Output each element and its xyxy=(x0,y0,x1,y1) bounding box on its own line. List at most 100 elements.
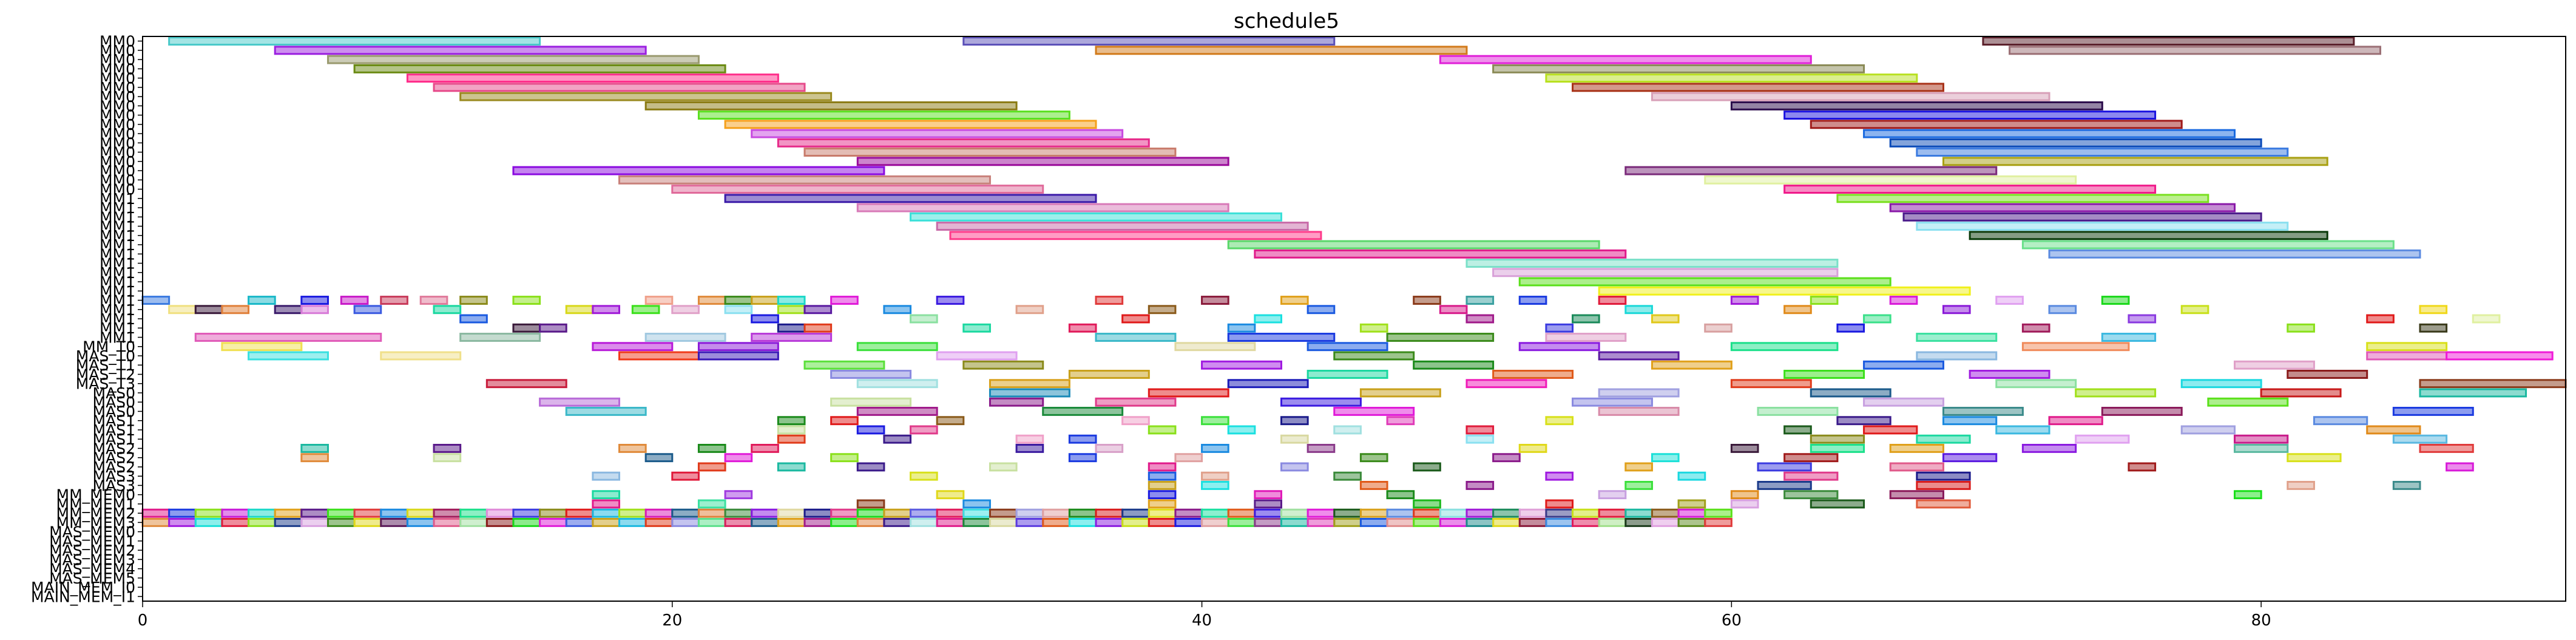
task-bar xyxy=(2180,425,2236,435)
task-bar xyxy=(1730,296,1759,305)
task-bar xyxy=(1068,508,1097,518)
task-bar xyxy=(512,517,541,527)
task-bar xyxy=(724,296,753,305)
task-bar xyxy=(1982,36,2355,46)
task-bar xyxy=(565,508,594,518)
task-bar xyxy=(433,83,806,92)
task-bar xyxy=(777,517,806,527)
task-bar xyxy=(1863,360,1944,370)
plot-frame xyxy=(142,36,2566,602)
task-bar xyxy=(962,508,991,518)
task-bar xyxy=(2313,416,2368,426)
task-bar xyxy=(1280,416,1309,426)
task-bar xyxy=(1545,323,1574,333)
row-label: MM0 xyxy=(100,42,135,60)
task-bar xyxy=(1624,305,1653,315)
task-bar xyxy=(1280,508,1309,518)
task-bar xyxy=(2366,314,2395,324)
task-bar xyxy=(936,517,965,527)
row-label: MM0 xyxy=(100,181,135,199)
task-bar xyxy=(1810,296,1839,305)
task-bar xyxy=(274,517,303,527)
task-bar xyxy=(1280,397,1362,407)
task-bar xyxy=(1465,314,1495,324)
task-bar xyxy=(168,508,197,518)
task-bar xyxy=(1227,333,1336,342)
task-bar xyxy=(1518,443,1547,453)
task-bar xyxy=(1439,305,1468,315)
task-bar xyxy=(2048,305,2077,315)
task-bar xyxy=(777,138,1150,148)
task-bar xyxy=(1465,480,1495,490)
task-bar xyxy=(141,508,171,518)
task-bar xyxy=(300,517,329,527)
row-label: MM1 xyxy=(100,218,135,236)
task-bar xyxy=(326,517,356,527)
row-label: MAS0 xyxy=(93,393,135,411)
task-bar xyxy=(856,462,885,472)
row-label: MM1 xyxy=(100,255,135,273)
task-bar xyxy=(1333,425,1362,435)
task-bar xyxy=(989,379,1070,389)
task-bar xyxy=(221,305,250,315)
task-bar xyxy=(1386,517,1415,527)
task-bar xyxy=(1201,443,1229,453)
task-bar xyxy=(2180,379,2262,389)
task-bar xyxy=(459,92,833,101)
row-label: MM0 xyxy=(100,33,135,50)
row-label: MM1 xyxy=(100,264,135,282)
task-bar xyxy=(697,508,726,518)
task-bar xyxy=(910,314,938,324)
task-bar xyxy=(433,517,462,527)
task-bar xyxy=(2021,342,2130,352)
task-bar xyxy=(856,157,1229,166)
task-bar xyxy=(1359,453,1388,463)
task-bar xyxy=(910,508,938,518)
task-bar xyxy=(248,351,329,361)
task-bar xyxy=(1598,517,1627,527)
task-bar xyxy=(300,508,329,518)
task-bar xyxy=(1704,508,1733,518)
row-label: MM_MEM0 xyxy=(56,486,135,504)
task-bar xyxy=(2419,379,2567,389)
task-bar xyxy=(724,453,753,463)
task-bar xyxy=(724,194,1097,203)
task-bar xyxy=(592,342,674,352)
task-bar xyxy=(803,360,885,370)
task-bar xyxy=(2366,342,2448,352)
task-bar xyxy=(300,305,329,315)
task-bar xyxy=(1439,55,1812,64)
task-bar xyxy=(1518,508,1547,518)
task-bar xyxy=(2101,296,2130,305)
row-label: MM0 xyxy=(100,51,135,69)
task-bar xyxy=(1889,203,2236,213)
task-bar xyxy=(777,425,806,435)
task-bar xyxy=(1068,370,1150,379)
task-bar xyxy=(618,517,647,527)
task-bar xyxy=(1889,443,1944,453)
task-bar xyxy=(459,517,488,527)
task-bar xyxy=(1704,175,2077,185)
row-label: MM1 xyxy=(100,199,135,217)
task-bar xyxy=(1995,296,2024,305)
task-bar xyxy=(1730,379,1812,389)
task-bar xyxy=(803,508,833,518)
task-bar xyxy=(697,342,779,352)
task-bar xyxy=(989,462,1018,472)
task-bar xyxy=(1280,517,1309,527)
task-bar xyxy=(936,351,1018,361)
task-bar xyxy=(1651,360,1733,370)
task-bar xyxy=(406,517,435,527)
row-label: MM0 xyxy=(100,116,135,134)
task-bar xyxy=(2075,434,2130,444)
task-bar xyxy=(1333,471,1362,481)
x-tick-label: 40 xyxy=(1192,611,1212,630)
task-bar xyxy=(459,333,541,342)
task-bar xyxy=(1572,508,1600,518)
task-bar xyxy=(1359,323,1388,333)
task-bar xyxy=(1624,508,1653,518)
task-bar xyxy=(2207,397,2289,407)
task-bar xyxy=(1598,407,1680,416)
task-bar xyxy=(2009,46,2382,55)
task-bar xyxy=(1413,296,1441,305)
